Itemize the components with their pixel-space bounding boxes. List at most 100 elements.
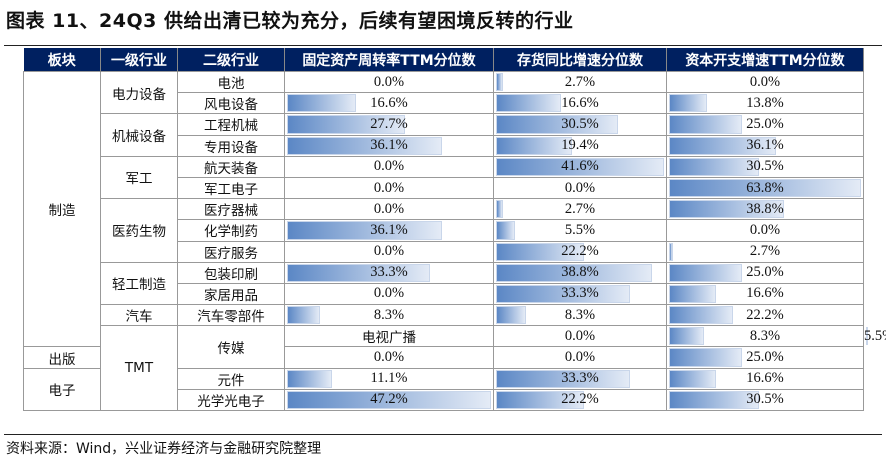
percentile-cell: 16.6% <box>284 92 494 115</box>
percentile-cell: 0.0% <box>284 70 494 94</box>
percentile-cell: 36.1% <box>284 219 494 242</box>
data-bar <box>496 73 504 92</box>
data-bar <box>287 390 491 409</box>
data-bar <box>669 327 705 346</box>
percentile-value: 30.5% <box>746 158 784 175</box>
percentile-cell: 38.8% <box>666 198 864 221</box>
percentile-value: 0.0% <box>564 327 596 344</box>
percentile-value: 36.1% <box>370 221 408 238</box>
table-row: 军工 航天装备 0.0% 41.6% 30.5% <box>24 155 864 200</box>
percentile-value: 2.7% <box>564 73 596 90</box>
percentile-cell: 36.1% <box>284 134 494 157</box>
level2-industry-cell: 出版 <box>23 346 101 369</box>
data-bar <box>669 178 861 198</box>
data-bar <box>496 221 515 240</box>
percentile-value: 0.0% <box>749 73 781 90</box>
percentile-value: 16.6% <box>370 94 408 111</box>
data-bar <box>287 369 332 388</box>
column-header: 一级行业 <box>100 48 178 72</box>
level2-industry-cell: 工程机械 <box>177 113 285 136</box>
percentile-cell: 8.3% <box>284 304 494 327</box>
percentile-value: 47.2% <box>370 391 408 408</box>
data-bar <box>496 284 630 304</box>
level2-industry-cell: 军工电子 <box>177 176 285 200</box>
level2-industry-cell: 医疗服务 <box>177 240 285 263</box>
percentile-value: 0.0% <box>373 179 405 196</box>
percentile-value: 13.8% <box>746 94 784 111</box>
percentile-cell: 36.1% <box>666 134 864 157</box>
percentile-cell: 30.5% <box>666 155 864 178</box>
level2-industry-cell: 包装印刷 <box>177 261 285 284</box>
percentile-cell: 8.3% <box>493 304 667 327</box>
level2-industry-cell: 医疗器械 <box>177 198 285 221</box>
percentile-cell: 25.0% <box>666 346 864 369</box>
level2-industry-cell: 电视广播 <box>284 325 494 348</box>
source-note: 资料来源：Wind，兴业证券经济与金融研究院整理 <box>6 441 322 457</box>
percentile-cell: 0.0% <box>284 346 494 369</box>
data-bar <box>866 327 868 346</box>
data-bar <box>287 115 406 134</box>
percentile-cell: 27.7% <box>284 113 494 136</box>
percentile-cell: 0.0% <box>493 325 667 348</box>
percentile-value: 41.6% <box>561 158 599 175</box>
percentile-value: 0.0% <box>373 200 405 217</box>
title-rule <box>4 45 882 46</box>
percentile-value: 16.6% <box>746 370 784 387</box>
percentile-cell: 0.0% <box>666 219 864 242</box>
table-row: 医药生物 医疗器械 0.0% 2.7% 38.8% <box>24 198 864 263</box>
data-bar <box>669 284 716 304</box>
percentile-cell: 0.0% <box>493 346 667 369</box>
table-row: 化学制药 36.1% 5.5% 0.0% <box>24 219 864 242</box>
percentile-value: 22.2% <box>746 306 784 323</box>
percentile-value: 33.3% <box>370 264 408 281</box>
column-header: 资本开支增速TTM分位数 <box>666 48 864 72</box>
data-bar <box>496 115 619 134</box>
data-bar <box>287 306 320 325</box>
data-bar <box>669 263 742 282</box>
data-bar <box>496 136 573 155</box>
level1-industry-cell: 传媒 <box>177 325 285 369</box>
percentile-cell: 33.3% <box>493 282 667 306</box>
percentile-cell: 30.5% <box>666 388 864 412</box>
data-bar <box>287 263 430 282</box>
percentile-cell: 33.3% <box>493 367 667 390</box>
percentile-cell: 47.2% <box>284 388 494 412</box>
level1-industry-cell: 机械设备 <box>100 113 178 157</box>
percentile-value: 2.7% <box>749 243 781 260</box>
percentile-value: 8.3% <box>749 327 781 344</box>
percentile-cell: 22.2% <box>493 240 667 263</box>
column-header: 二级行业 <box>177 48 285 72</box>
data-bar <box>287 94 357 113</box>
table-row: 专用设备 36.1% 19.4% 36.1% <box>24 134 864 157</box>
sector-cell: TMT <box>100 325 178 411</box>
percentile-cell: 0.0% <box>284 176 494 200</box>
data-bar <box>669 157 759 176</box>
percentile-value: 5.5% <box>564 221 596 238</box>
percentile-value: 25.0% <box>746 115 784 132</box>
percentile-cell: 38.8% <box>493 261 667 284</box>
percentile-value: 30.5% <box>561 115 599 132</box>
industry-table: 板块 一级行业 二级行业 固定资产周转率TTM分位数 存货同比增速分位数 资本开支增速TT… <box>23 48 886 412</box>
level2-industry-cell: 光学光电子 <box>177 388 285 412</box>
data-bar <box>496 369 630 388</box>
data-bar <box>496 306 527 325</box>
data-bar <box>669 200 785 219</box>
data-bar <box>669 306 734 325</box>
percentile-value: 0.0% <box>749 221 781 238</box>
percentile-cell: 16.6% <box>666 282 864 306</box>
level2-industry-cell: 风电设备 <box>177 92 285 115</box>
data-bar <box>669 115 742 134</box>
table-header: 板块 一级行业 二级行业 固定资产周转率TTM分位数 存货同比增速分位数 资本开支增速TT… <box>23 48 864 72</box>
percentile-value: 8.3% <box>373 306 405 323</box>
table-row: 制造 电力设备 电池 0.0% 2.7% 0.0% <box>23 70 864 348</box>
percentile-value: 22.2% <box>561 391 599 408</box>
data-bar <box>669 136 776 155</box>
percentile-cell: 33.3% <box>284 261 494 284</box>
data-bar <box>287 221 443 240</box>
data-bar <box>669 242 674 261</box>
level2-industry-cell: 专用设备 <box>177 134 285 157</box>
data-bar <box>669 94 708 113</box>
percentile-value: 25.0% <box>746 264 784 281</box>
percentile-value: 0.0% <box>373 158 405 175</box>
percentile-cell: 0.0% <box>493 176 667 200</box>
